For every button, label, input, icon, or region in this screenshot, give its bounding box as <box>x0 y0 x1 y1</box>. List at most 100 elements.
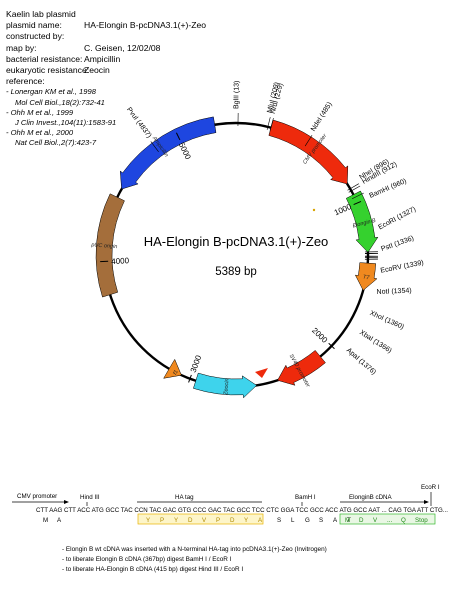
feature-sv40-promoter <box>277 350 326 386</box>
feature-ampicillin <box>119 116 217 190</box>
site-bglii-13: BglII (13) <box>233 81 240 110</box>
info-row: map by: C. Geisen, 12/02/08 <box>6 42 161 53</box>
site-label: NotI (1354) <box>376 287 411 296</box>
feature-cmv-promoter <box>268 119 349 185</box>
ecor-i-label: EcoR I <box>421 484 440 491</box>
elongin-arrowhead <box>424 500 429 504</box>
feature-puc-origin <box>95 193 125 298</box>
aa-ha: P <box>216 517 220 524</box>
site-tick <box>347 183 359 191</box>
lab-title: Kaelin lab plasmid <box>6 9 76 19</box>
aa-ha: D <box>230 517 235 524</box>
reference: Mol Cell Biol.,18(2):732-41 <box>15 97 105 107</box>
site-xhoi-1360: XhoI (1360) <box>369 310 405 331</box>
bp-tick-label: 4000 <box>111 256 130 266</box>
feature-zeocin <box>193 372 258 399</box>
aa-linker: T <box>347 517 351 524</box>
site-tick <box>351 192 364 199</box>
aa-linker: L <box>291 517 295 524</box>
site-label: XhoI (1360) <box>369 310 405 331</box>
aa-ha: D <box>188 517 193 524</box>
cloning-notes: - Elongin B wt cDNA was inserted with a … <box>62 545 327 575</box>
note: - to liberate HA-Elongin B cDNA (415 bp)… <box>62 566 244 573</box>
site-label: EcoRV (1339) <box>380 260 424 275</box>
site-tick <box>269 117 274 131</box>
site-ecori-1327: EcoRI (1327) <box>377 206 417 232</box>
feature-label: Elongin B <box>352 218 377 230</box>
site-label: BglII (13) <box>233 81 240 110</box>
aa-elongin: Stop <box>415 517 428 524</box>
aa-elongin: ... <box>387 517 392 524</box>
amino-acid-row: M A Y P Y D V P D Y A S L G S A TM D V... Q Stop <box>43 517 428 524</box>
ha-tag-label: HA tag <box>175 494 194 501</box>
reference: - Ohh M et al., 1999 <box>6 107 74 117</box>
info-row: reference: <box>6 76 45 87</box>
site-label: BamHI (960) <box>368 178 407 200</box>
bp-tick <box>175 132 181 141</box>
aa-ha: P <box>160 517 164 524</box>
aa-elongin: Q <box>401 517 406 524</box>
aa-ha: A <box>258 517 263 524</box>
reference: - Lonergan KM et al., 1998 <box>6 87 96 97</box>
sequence-annotation: CMV promoter Hind III HA tag BamH I Elon… <box>12 484 448 525</box>
site-ecorv-1339: EcoRV (1339) <box>380 260 424 275</box>
plasmid-name: HA-Elongin B-pcDNA3.1(+)-Zeo <box>144 234 329 249</box>
aa-ha: V <box>202 517 207 524</box>
feature-label: T7 <box>362 274 370 281</box>
ha-tag-box <box>137 513 264 525</box>
feature-label: f1 <box>172 369 179 376</box>
site-label: EcoRI (1327) <box>377 206 417 232</box>
red-triangle-marker <box>255 368 268 378</box>
bp-tick-label: 3000 <box>189 353 204 373</box>
site-label: XbaI (1366) <box>358 329 393 355</box>
aa-ha: Y <box>244 517 248 524</box>
feature-elongin-b <box>345 190 379 253</box>
site-label: NdeI (485) <box>310 101 334 133</box>
reference: Nat Cell Biol.,2(7):423-7 <box>15 138 97 148</box>
cmv-promoter-label: CMV promoter <box>17 493 57 500</box>
site-psti-1336: PstI (1336) <box>380 235 415 253</box>
plasmid-info: Kaelin lab plasmid plasmid name: HA-Elong… <box>6 9 207 149</box>
reference: - Ohh M et al., 2000 <box>6 128 74 138</box>
aa-elongin: M <box>345 517 350 524</box>
elongin-cdna-label: ElonginB cDNA <box>349 494 393 501</box>
info-row: plasmid name: HA-Elongin B-pcDNA3.1(+)-Ze… <box>6 20 207 31</box>
site-tick <box>266 117 271 130</box>
aa-linker: S <box>277 517 281 524</box>
elongin-box <box>339 513 436 525</box>
aa-prefix: A <box>57 517 62 524</box>
dna-sequence: CTT AAG CTT ACC ATG GCC TAC CCN TAC GAC … <box>36 507 448 514</box>
site-apai-1376: ApaI (1376) <box>345 347 377 376</box>
bp-tick-label: 2000 <box>310 326 329 345</box>
bp-tick-label: 5000 <box>177 141 193 161</box>
aa-prefix: M <box>43 517 48 524</box>
aa-linker: S <box>319 517 323 524</box>
aa-ha: Y <box>146 517 150 524</box>
bp-tick <box>328 342 335 350</box>
site-label: ApaI (1376) <box>345 347 377 376</box>
aa-ha: Y <box>174 517 178 524</box>
site-ndei-485: NdeI (485) <box>310 101 334 133</box>
note: - to liberate Elongin B cDNA (367bp) dig… <box>62 556 232 563</box>
site-tick <box>348 185 361 193</box>
site-label: PstI (1336) <box>380 235 415 253</box>
bp-tick <box>353 200 362 206</box>
orange-dot-marker <box>312 208 316 212</box>
cmv-arrowhead <box>64 500 69 504</box>
bamh-i-label: BamH I <box>295 494 316 501</box>
site-xbai-1366: XbaI (1366) <box>358 329 393 355</box>
site-bamhi-960: BamHI (960) <box>368 178 407 200</box>
reference: J Clin Invest.,104(11):1583-91 <box>15 117 117 127</box>
plasmid-size: 5389 bp <box>215 266 257 278</box>
feature-f1 <box>163 358 182 379</box>
aa-elongin: D <box>359 517 364 524</box>
feature-label: pUC origin <box>90 242 117 250</box>
note: - Elongin B wt cDNA was inserted with a … <box>62 546 327 553</box>
hind-iii-label: Hind III <box>80 494 100 501</box>
feature-t7 <box>354 262 378 291</box>
info-row: bacterial resistance: Ampicillin <box>6 53 121 64</box>
site-tick <box>304 134 313 147</box>
feature-label: Zeocin <box>223 378 230 396</box>
